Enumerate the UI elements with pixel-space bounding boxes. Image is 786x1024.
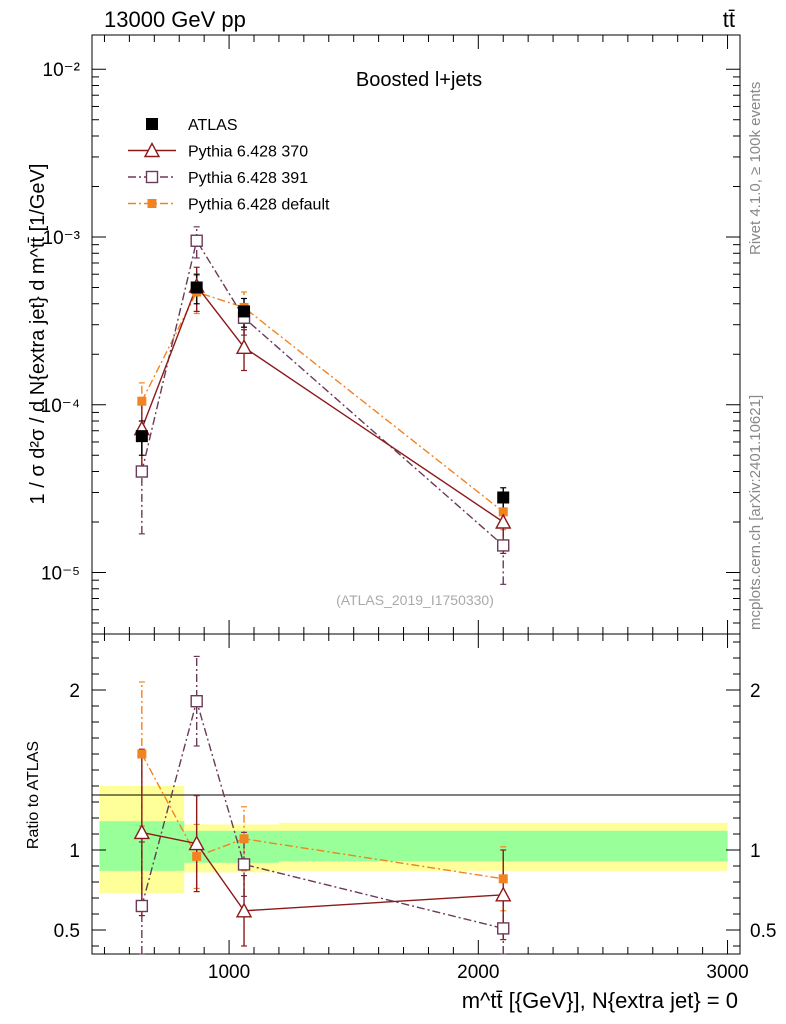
ratio-line-pythia-6-428-370: [141, 831, 504, 912]
ratio-ytick-label-left-2: 2: [69, 681, 80, 702]
ratio-ytick-label-right-2: 2: [750, 681, 761, 702]
main-line-pythia-6-428-default: [141, 291, 504, 513]
ratio-ytick-label-right-1: 1: [750, 841, 761, 862]
main-marker-atlas-3: [497, 491, 510, 504]
legend-label-pythia-6-428-default: Pythia 6.428 default: [188, 197, 330, 214]
mcplots-label: mcplots.cern.ch [arXiv:2401.10621]: [747, 395, 764, 630]
ratio-ytick-label-left-0: 0.5: [54, 921, 80, 942]
main-marker-pythia-6-428-default-3: [498, 507, 508, 517]
main-line-pythia-6-428-370: [141, 284, 504, 523]
ratio-ytick-label-left-1: 1: [69, 841, 80, 862]
chart-title: Boosted l+jets: [356, 69, 482, 91]
ratio-marker-pythia-6-428-default-3: [498, 874, 508, 884]
main-ylabel: 1 / σ d²σ / d N{extra jet} d m^tt̄ [1/Ge…: [27, 164, 49, 505]
ratio-marker-pythia-6-428-370-0: [133, 823, 151, 840]
main-error-bars: [138, 226, 507, 585]
ratio-ytick-label-right-0: 0.5: [750, 921, 776, 942]
ratio-marker-pythia-6-428-370-1: [188, 835, 205, 851]
main-ytick-label-2: 10⁻³: [43, 228, 81, 249]
ratio-line-pythia-6-428-391: [141, 698, 504, 930]
ratio-ytick-labels: 0.5 0.5 1 1 2 2: [54, 681, 777, 942]
ratio-xtick-labels: 1000 2000 3000: [208, 962, 749, 983]
main-marker-pythia-6-428-370-3: [495, 513, 512, 529]
legend-marker-pythia-6-428-370: [143, 142, 161, 158]
ratio-frame: [91, 633, 741, 955]
main-markers: [133, 234, 512, 552]
header-right: tt̄: [723, 7, 735, 32]
main-ytick-label-0: 10⁻⁵: [41, 564, 80, 585]
ratio-marker-pythia-6-428-391-1: [190, 695, 203, 708]
ratio-marker-pythia-6-428-370-2: [235, 902, 253, 918]
ratio-xtick-label-1: 2000: [457, 962, 499, 983]
main-marker-pythia-6-428-391-0: [135, 465, 149, 478]
legend-label-pythia-6-428-370: Pythia 6.428 370: [188, 144, 308, 161]
ratio-marker-pythia-6-428-391-2: [237, 858, 251, 871]
legend-marker-pythia-6-428-default: [147, 199, 157, 208]
main-marker-pythia-6-428-370-2: [235, 338, 253, 355]
x-axis-label: m^tt̄ [{GeV}], N{extra jet} = 0: [462, 988, 738, 1013]
main-series-lines: [141, 238, 504, 546]
main-ytick-labels: 10⁻⁵ 10⁻⁴ 10⁻³ 10⁻²: [41, 60, 80, 584]
ratio-panel: 0.5 0.5 1 1 2 2 1000 2000 3000 Ratio to ATLAS m…: [25, 633, 777, 1013]
main-marker-pythia-6-428-391-1: [190, 234, 203, 247]
ratio-ylabel: Ratio to ATLAS: [25, 741, 42, 849]
legend-label-pythia-6-428-391: Pythia 6.428 391: [188, 170, 308, 187]
header-left: 13000 GeV pp: [104, 7, 246, 32]
ratio-marker-pythia-6-428-370-3: [495, 886, 512, 902]
main-ytick-label-1: 10⁻⁴: [41, 396, 80, 417]
ratio-markers: [133, 695, 512, 935]
legend-label-atlas: ATLAS: [188, 117, 238, 134]
ratio-marker-pythia-6-428-default-1: [192, 851, 202, 861]
rivet-label: Rivet 4.1.0, ≥ 100k events: [747, 82, 764, 255]
ratio-marker-pythia-6-428-default-2: [239, 834, 249, 844]
main-axis-ticks: [92, 35, 740, 634]
main-ytick-label-3: 10⁻²: [43, 60, 81, 81]
main-marker-atlas-2: [238, 305, 251, 318]
ratio-marker-pythia-6-428-391-0: [135, 899, 149, 913]
main-marker-pythia-6-428-default-0: [137, 396, 147, 406]
main-marker-pythia-6-428-391-3: [497, 539, 510, 552]
main-marker-atlas-0: [135, 430, 148, 443]
ratio-marker-pythia-6-428-391-3: [497, 922, 510, 935]
main-marker-atlas-1: [190, 281, 203, 294]
ratio-series-lines: [141, 698, 504, 930]
ratio-marker-pythia-6-428-default-0: [137, 749, 147, 759]
ratio-uncertainty-bands: [99, 786, 728, 894]
main-panel: 10⁻⁵ 10⁻⁴ 10⁻³ 10⁻² Boosted l+jets (ATLAS_2…: [27, 34, 741, 635]
legend-marker-atlas: [146, 118, 158, 130]
ratio-xtick-label-0: 1000: [208, 962, 250, 983]
ratio-axis-ticks: [92, 634, 740, 954]
watermark-label: (ATLAS_2019_I1750330): [336, 592, 494, 608]
ratio-xtick-label-2: 3000: [706, 962, 748, 983]
legend: ATLAS Pythia 6.428 370 Pythia 6.428 391 Pyt…: [128, 117, 330, 214]
legend-marker-pythia-6-428-391: [145, 170, 159, 184]
